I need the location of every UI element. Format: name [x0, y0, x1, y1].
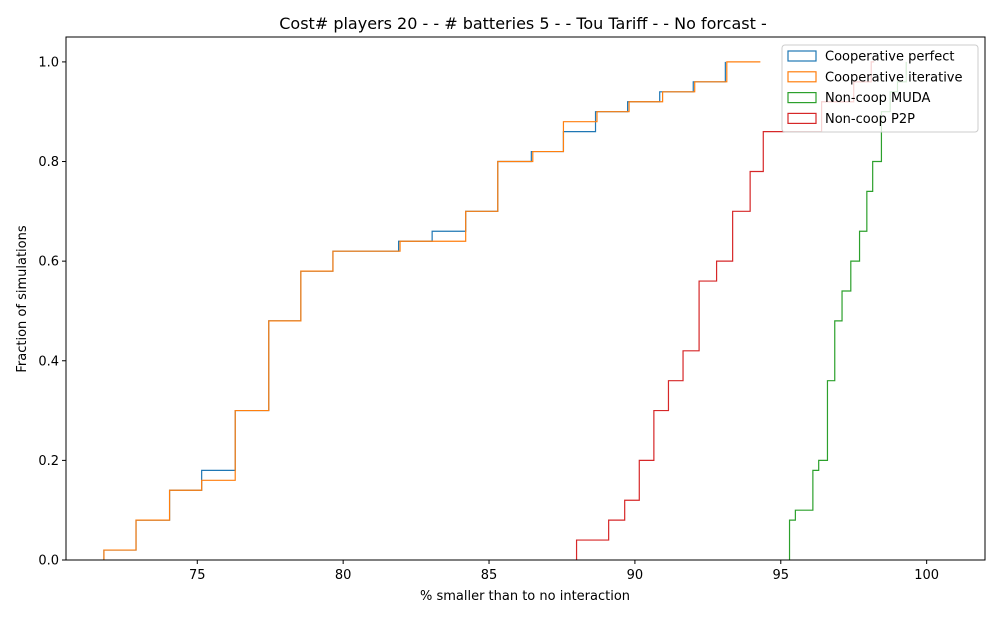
y-axis-label: Fraction of simulations — [15, 225, 30, 372]
legend-swatch-4 — [787, 112, 817, 125]
x-tick-label: 100 — [914, 568, 939, 583]
plot-area: 75 80 85 90 95 100 0.0 0.2 0.4 0.6 0.8 1.0 — [38, 36, 986, 583]
y-tick-label: 0.0 — [38, 554, 59, 569]
legend-label-2: Cooperative iterative — [825, 70, 963, 85]
y-tick-label: 0.6 — [38, 255, 59, 270]
x-axis-label: % smaller than to no interaction — [420, 589, 630, 604]
legend-label-4: Non-coop P2P — [825, 112, 915, 127]
x-tick-label: 85 — [481, 568, 498, 583]
x-tick-label: 95 — [773, 568, 790, 583]
legend: Cooperative perfect Cooperative iterative… — [781, 44, 979, 133]
legend-swatch-3 — [787, 91, 817, 104]
y-tick-label: 1.0 — [38, 55, 59, 70]
y-tick-label: 0.8 — [38, 155, 59, 170]
legend-swatch-2 — [787, 71, 817, 83]
y-tick-label: 0.4 — [38, 354, 59, 369]
x-tick-label: 80 — [335, 568, 352, 583]
legend-box — [781, 44, 979, 133]
legend-swatch-1 — [787, 50, 817, 62]
x-tick-label: 75 — [189, 568, 206, 583]
legend-label-3: Non-coop MUDA — [825, 91, 931, 106]
chart-title: Cost# players 20 - - # batteries 5 - - T… — [279, 14, 766, 33]
y-tick-label: 0.2 — [38, 454, 59, 469]
axes-frame — [65, 36, 986, 561]
x-tick-label: 90 — [627, 568, 644, 583]
legend-label-1: Cooperative perfect — [825, 50, 955, 65]
series-line-2 — [103, 61, 761, 560]
